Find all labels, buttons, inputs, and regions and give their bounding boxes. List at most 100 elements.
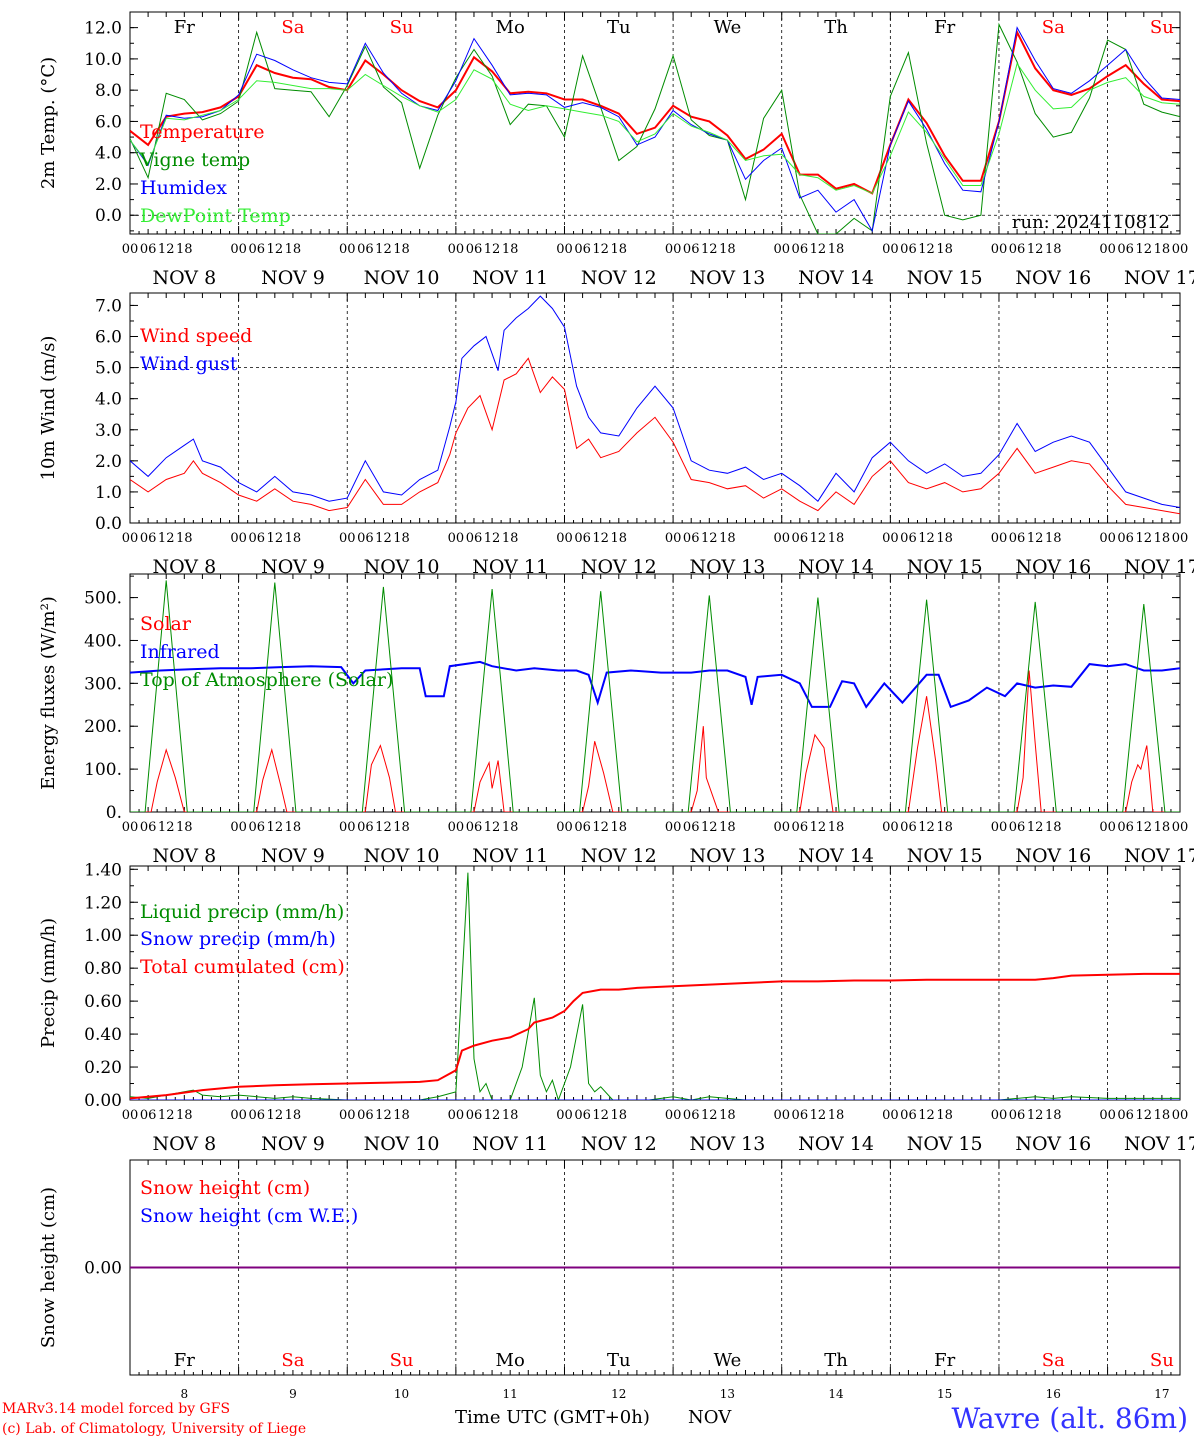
hour-label: 12	[592, 531, 609, 546]
y-axis-label: Precip (mm/h)	[38, 918, 59, 1048]
hour-label: 18	[1045, 820, 1062, 835]
y-tick-label: 1.20	[84, 893, 122, 913]
weekday-label: Mo	[496, 1350, 525, 1371]
hour-label: 00	[122, 242, 139, 257]
hour-label: 06	[683, 1108, 700, 1123]
date-label: NOV 17	[1124, 1133, 1194, 1155]
hour-label: 06	[683, 820, 700, 835]
hour-label: 12	[1136, 820, 1153, 835]
hour-label: 06	[574, 820, 591, 835]
hour-label: 06	[1117, 531, 1134, 546]
date-label: NOV 12	[581, 845, 657, 867]
weekday-label: Tu	[607, 17, 631, 38]
hour-label: 18	[502, 242, 519, 257]
weekday-label: Fr	[934, 1350, 955, 1371]
hour-label: 18	[1154, 820, 1171, 835]
day-number-label: 8	[180, 1387, 188, 1401]
hour-label: 00	[773, 531, 790, 546]
hour-label: 00	[339, 1108, 356, 1123]
date-label: NOV 12	[581, 556, 657, 578]
y-tick-label: 6.0	[95, 328, 122, 348]
hour-label: 12	[267, 242, 284, 257]
date-label: NOV 14	[798, 267, 874, 289]
hour-label: 00	[1099, 242, 1116, 257]
hour-label: 06	[1117, 820, 1134, 835]
hour-label: 12	[592, 1108, 609, 1123]
date-label: NOV 9	[261, 556, 325, 578]
hour-label: 12	[484, 820, 501, 835]
date-label: NOV 11	[472, 845, 548, 867]
legend-entry: Total cumulated (cm)	[140, 956, 345, 978]
hour-label: 18	[611, 1108, 628, 1123]
date-label: NOV 15	[907, 556, 983, 578]
hour-label: 18	[719, 242, 736, 257]
series-line-1-4	[130, 62, 1180, 195]
hour-label: 12	[918, 242, 935, 257]
y-tick-label: 1.40	[84, 860, 122, 880]
date-label: NOV 16	[1015, 267, 1091, 289]
hour-label: 06	[357, 531, 374, 546]
hour-label: 18	[176, 1108, 193, 1123]
date-label: NOV 13	[690, 845, 766, 867]
y-tick-label: 4.0	[95, 144, 122, 164]
y-tick-label: 0.0	[95, 514, 122, 534]
footer-copyright: (c) Lab. of Climatology, University of L…	[2, 1421, 306, 1437]
hour-label: 18	[285, 1108, 302, 1123]
hour-label: 00	[665, 531, 682, 546]
legend-entry: Snow precip (mm/h)	[140, 928, 336, 950]
day-number-label: 9	[289, 1387, 297, 1401]
hour-label: 18	[1154, 1108, 1171, 1123]
hour-label: 12	[918, 1108, 935, 1123]
y-tick-label: 400.	[84, 631, 122, 651]
y-tick-label: 300.	[84, 674, 122, 694]
hour-label: 00	[1099, 820, 1116, 835]
hour-label: 18	[936, 1108, 953, 1123]
date-label: NOV 17	[1124, 845, 1194, 867]
hour-label: 12	[810, 242, 827, 257]
hour-label: 18	[719, 820, 736, 835]
date-label: NOV 9	[261, 1133, 325, 1155]
date-label: NOV 16	[1015, 1133, 1091, 1155]
hour-label: 00	[556, 242, 573, 257]
panel-3: 0. 100. 200. 300. 400. 500. Energy fluxes (W/m…	[38, 573, 1194, 867]
date-label: NOV 14	[798, 845, 874, 867]
hour-label: 12	[1027, 242, 1044, 257]
hour-label: 18	[502, 820, 519, 835]
date-label: NOV 8	[152, 1133, 216, 1155]
series-line-1-3	[130, 26, 1180, 233]
date-label: NOV 8	[152, 267, 216, 289]
weekday-label: Th	[824, 1350, 848, 1371]
date-label: NOV 12	[581, 267, 657, 289]
y-tick-label: 0.60	[84, 992, 122, 1012]
x-axis-month: NOV	[688, 1407, 732, 1428]
hour-label: 00	[230, 242, 247, 257]
y-axis-label: Snow height (cm)	[38, 1187, 59, 1348]
legend-entry: Liquid precip (mm/h)	[140, 901, 344, 923]
y-tick-label: 5.0	[95, 359, 122, 379]
date-label: NOV 13	[690, 1133, 766, 1155]
hour-label: 06	[248, 820, 265, 835]
legend-entry: Snow height (cm)	[140, 1177, 310, 1199]
hour-label: 18	[176, 531, 193, 546]
hour-label: 06	[248, 531, 265, 546]
run-label: run: 2024110812	[1012, 212, 1170, 233]
hour-label: 00	[882, 1108, 899, 1123]
date-label: NOV 13	[690, 556, 766, 578]
hour-label: 06	[466, 242, 483, 257]
day-number-label: 10	[394, 1387, 409, 1401]
hour-label: 18	[176, 820, 193, 835]
hour-label: 12	[1027, 1108, 1044, 1123]
hour-label: 06	[466, 1108, 483, 1123]
day-number-label: 11	[503, 1387, 518, 1401]
hour-label: 18	[936, 531, 953, 546]
date-label: NOV 10	[364, 267, 440, 289]
weekday-label: We	[714, 1350, 742, 1371]
hour-label: 06	[140, 1108, 157, 1123]
hour-label: 06	[792, 820, 809, 835]
hour-label: 12	[592, 820, 609, 835]
legend-entry: Solar	[140, 613, 192, 635]
hour-label: 00	[1172, 1108, 1189, 1123]
hour-label: 00	[339, 531, 356, 546]
date-label: NOV 13	[690, 267, 766, 289]
hour-label: 18	[285, 242, 302, 257]
